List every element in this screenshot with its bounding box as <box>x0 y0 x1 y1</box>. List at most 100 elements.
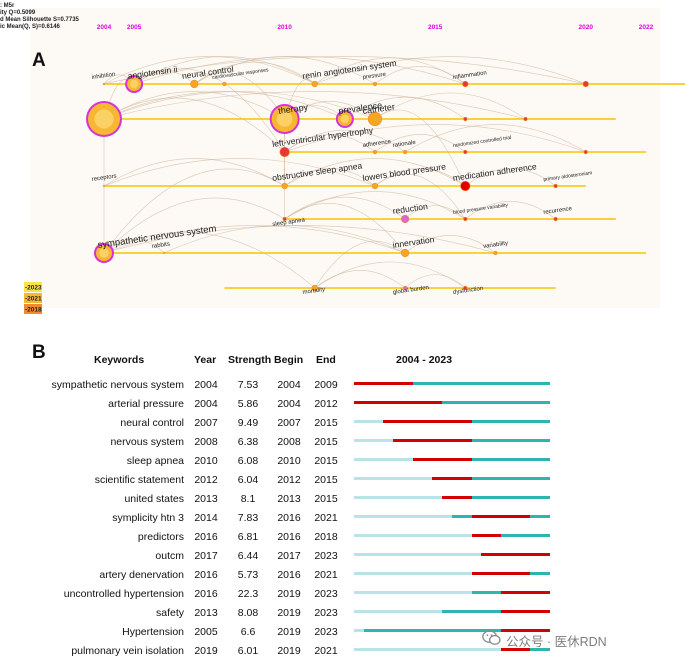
burst-bar-year <box>442 591 453 594</box>
burst-bar-year <box>461 401 472 404</box>
burst-bar-year <box>393 496 404 499</box>
burst-bar-year <box>412 382 423 385</box>
burst-bar-year <box>393 420 404 423</box>
burst-bar-year <box>530 648 541 651</box>
burst-bar-year <box>432 591 443 594</box>
node <box>463 216 468 222</box>
burst-bar-year <box>403 553 414 556</box>
burst-bar-year <box>354 382 365 385</box>
header-begin: Begin <box>274 354 304 366</box>
year-tick-label: 2005 <box>127 24 142 31</box>
burst-bar-year <box>510 591 521 594</box>
burst-bar-year <box>520 477 531 480</box>
burst-bar-year <box>501 534 512 537</box>
burst-bar-year <box>432 515 443 518</box>
timeline-background <box>30 8 660 308</box>
burst-bar-year <box>461 591 472 594</box>
burst-bar-year <box>422 401 433 404</box>
burst-bar-year <box>501 477 512 480</box>
legend-swatch <box>24 304 42 314</box>
burst-bar-year <box>354 648 365 651</box>
burst-bar-year <box>373 648 384 651</box>
burst-bar-year <box>442 553 453 556</box>
burst-bar-year <box>354 496 365 499</box>
burst-bar-year <box>481 610 492 613</box>
keyword-cell: sympathetic nervous system <box>51 379 184 391</box>
burst-bar-year <box>491 401 502 404</box>
node <box>583 149 588 155</box>
burst-bar-year <box>442 458 453 461</box>
burst-bar-year <box>501 572 512 575</box>
burst-row: nervous system 2008 6.38 2008 2015 <box>0 435 685 454</box>
burst-bar-year <box>461 496 472 499</box>
burst-bar-year <box>510 553 521 556</box>
keyword-label: inflammation <box>453 70 488 81</box>
burst-bar-year <box>363 477 374 480</box>
burst-bar-year <box>520 610 531 613</box>
keyword-label: receptors <box>91 174 117 183</box>
burst-bar-year <box>373 439 384 442</box>
end-cell: 2021 <box>314 645 338 657</box>
burst-bar-year <box>481 648 492 651</box>
co-occurrence-arc <box>374 66 466 85</box>
co-occurrence-arc <box>344 96 466 120</box>
header-year-range: 2004 - 2023 <box>396 354 453 366</box>
co-occurrence-arc <box>103 225 406 254</box>
burst-bar-year <box>510 515 521 518</box>
burst-bar-year <box>363 534 374 537</box>
strength-cell: 8.08 <box>237 607 259 619</box>
burst-bar-year <box>501 401 512 404</box>
keyword-label: sleep apnea <box>272 217 306 228</box>
year-tick-label: 2004 <box>97 24 112 31</box>
burst-bar-year <box>354 591 365 594</box>
burst-bar-year <box>510 496 521 499</box>
burst-bar-year <box>540 439 551 442</box>
keyword-label: adherence <box>362 139 392 149</box>
burst-bar-year <box>363 629 374 632</box>
strength-cell: 6.38 <box>237 436 259 448</box>
keyword-cell: pulmonary vein isolation <box>71 645 184 657</box>
year-tick-label: 2010 <box>277 24 292 31</box>
burst-bar-year <box>363 382 374 385</box>
burst-bar-year <box>393 648 404 651</box>
burst-bar-year <box>442 648 453 651</box>
co-occurrence-arc <box>103 56 315 85</box>
burst-bar-year <box>383 648 394 651</box>
co-occurrence-arc <box>103 158 376 187</box>
keyword-label: dysfunction <box>453 286 484 296</box>
burst-bar-year <box>530 477 541 480</box>
burst-bar-year <box>383 496 394 499</box>
burst-row: united states 2013 8.1 2013 2015 <box>0 492 685 511</box>
citation-burst-table: Keywords Year Strength Begin End 2004 - … <box>0 340 685 668</box>
node <box>463 285 468 291</box>
node <box>460 180 471 192</box>
burst-bar-year <box>520 401 531 404</box>
burst-bar-year <box>422 420 433 423</box>
legend-swatch <box>24 293 42 303</box>
keyword-label: rabbits <box>152 242 171 250</box>
year-cell: 2007 <box>194 417 218 429</box>
node <box>400 214 410 224</box>
burst-bar-year <box>383 553 394 556</box>
strength-cell: 6.44 <box>237 550 259 562</box>
burst-bar-year <box>540 553 551 556</box>
burst-bar-year <box>422 477 433 480</box>
burst-bar-year <box>442 420 453 423</box>
burst-bar-year <box>491 420 502 423</box>
burst-bar-year <box>461 572 472 575</box>
burst-bar-year <box>403 591 414 594</box>
co-occurrence-arc <box>374 92 526 120</box>
burst-bar-year <box>540 401 551 404</box>
strength-cell: 6.6 <box>240 626 256 638</box>
burst-bar-year <box>363 401 374 404</box>
burst-bar-year <box>510 401 521 404</box>
keyword-label: reduction <box>392 201 429 216</box>
burst-bar-year <box>520 629 531 632</box>
burst-bar-year <box>491 382 502 385</box>
keyword-cell: sleep apnea <box>126 455 184 467</box>
burst-bar-year <box>540 420 551 423</box>
burst-bar-year <box>530 420 541 423</box>
keyword-cell: nervous system <box>110 436 184 448</box>
burst-bar-year <box>491 591 502 594</box>
year-cell: 2017 <box>194 550 218 562</box>
